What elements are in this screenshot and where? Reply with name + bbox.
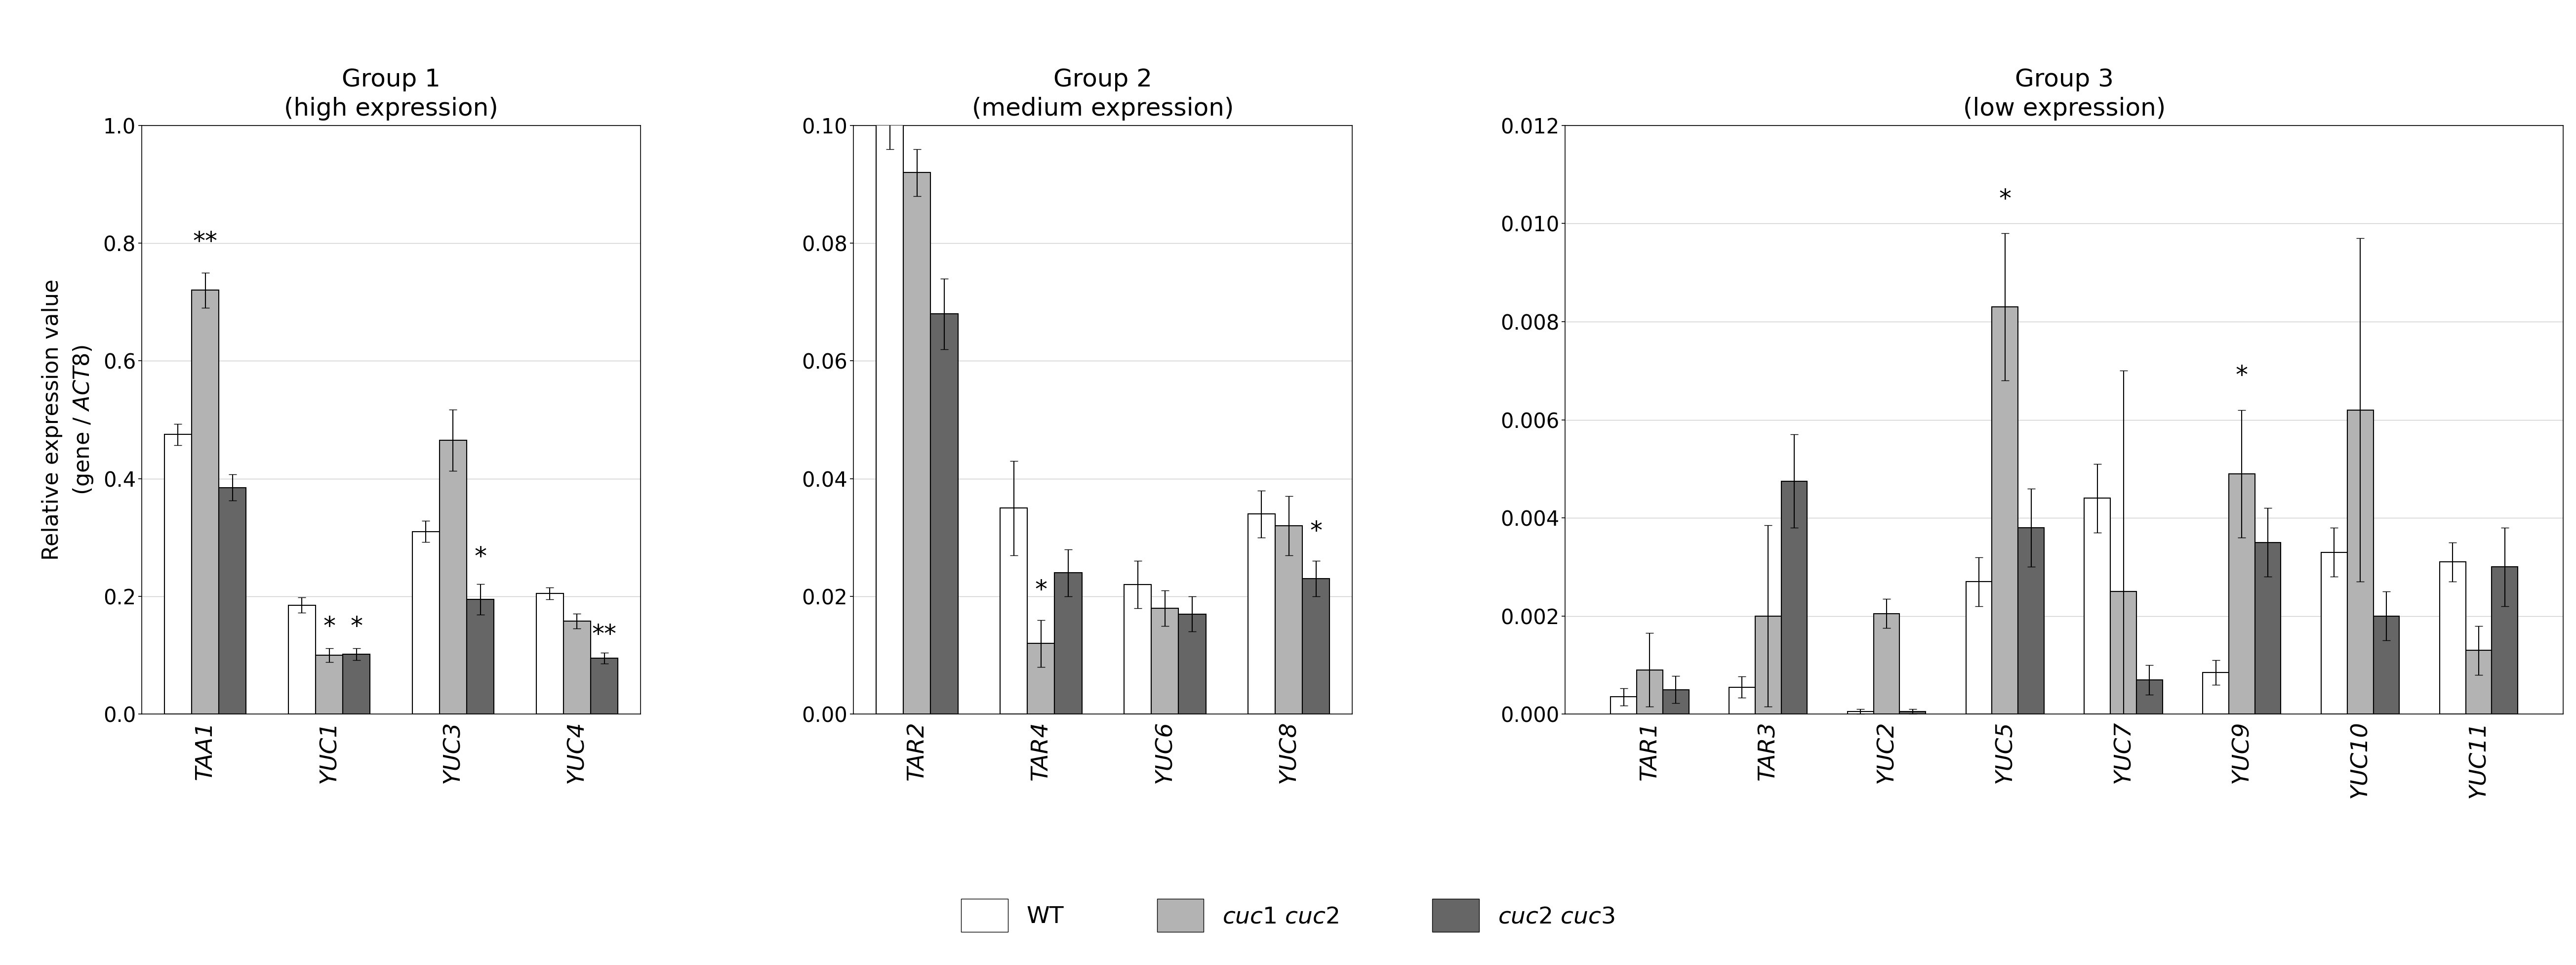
Bar — [1662, 690, 1690, 714]
Y-axis label: Relative expression value
(gene / $ACT8$): Relative expression value (gene / $ACT8$… — [41, 279, 95, 561]
Bar — [1275, 526, 1303, 714]
Bar — [440, 440, 466, 714]
Bar — [536, 593, 564, 714]
Bar — [2084, 498, 2110, 714]
Text: *: * — [474, 545, 487, 569]
Bar — [2465, 650, 2491, 714]
Bar — [1247, 514, 1275, 714]
Title: Group 2
(medium expression): Group 2 (medium expression) — [971, 68, 1234, 121]
Text: *: * — [322, 615, 335, 639]
Bar — [2017, 528, 2045, 714]
Bar — [590, 658, 618, 714]
Bar — [564, 621, 590, 714]
Bar — [999, 508, 1028, 714]
Bar — [930, 314, 958, 714]
Text: *: * — [2236, 364, 2249, 388]
Title: Group 1
(high expression): Group 1 (high expression) — [283, 68, 497, 121]
Text: *: * — [1036, 579, 1048, 602]
Bar — [2254, 542, 2280, 714]
Bar — [1054, 573, 1082, 714]
Bar — [1123, 585, 1151, 714]
Bar — [2228, 474, 2254, 714]
Text: **: ** — [193, 230, 216, 254]
Bar — [1610, 697, 1636, 714]
Bar — [165, 434, 191, 714]
Bar — [1151, 608, 1180, 714]
Bar — [1636, 670, 1662, 714]
Bar — [1303, 579, 1329, 714]
Bar — [2347, 410, 2372, 714]
Bar — [289, 605, 314, 714]
Bar — [412, 532, 440, 714]
Bar — [1754, 616, 1780, 714]
Bar — [1991, 307, 2017, 714]
Text: *: * — [1311, 520, 1321, 543]
Bar — [1728, 687, 1754, 714]
Bar — [2202, 673, 2228, 714]
Bar — [2372, 616, 2398, 714]
Bar — [2321, 552, 2347, 714]
Text: *: * — [1999, 187, 2012, 211]
Bar — [343, 654, 371, 714]
Bar — [314, 655, 343, 714]
Text: *: * — [350, 615, 363, 639]
Bar — [1873, 614, 1899, 714]
Bar — [2110, 592, 2136, 714]
Bar — [1780, 482, 1808, 714]
Legend: WT, $cuc1$ $cuc2$, $cuc2$ $cuc3$: WT, $cuc1$ $cuc2$, $cuc2$ $cuc3$ — [951, 888, 1625, 944]
Bar — [219, 487, 247, 714]
Bar — [904, 173, 930, 714]
Title: Group 3
(low expression): Group 3 (low expression) — [1963, 68, 2166, 121]
Bar — [466, 599, 495, 714]
Bar — [1899, 711, 1927, 714]
Bar — [876, 96, 904, 714]
Bar — [2136, 679, 2161, 714]
Bar — [1965, 582, 1991, 714]
Bar — [1180, 614, 1206, 714]
Bar — [2491, 567, 2517, 714]
Bar — [1028, 644, 1054, 714]
Bar — [1847, 711, 1873, 714]
Bar — [191, 290, 219, 714]
Bar — [2439, 562, 2465, 714]
Text: **: ** — [592, 623, 616, 647]
